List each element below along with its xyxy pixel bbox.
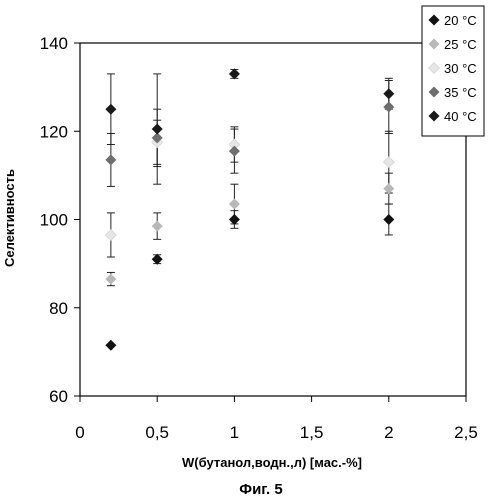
x-tick-label: 1 bbox=[230, 423, 239, 442]
x-tick-label: 2 bbox=[384, 423, 393, 442]
y-tick-label: 80 bbox=[49, 299, 68, 318]
y-axis: 60 80 100 120 140 bbox=[40, 34, 80, 406]
plot-area bbox=[80, 43, 466, 396]
x-tick-label: 0,5 bbox=[145, 423, 169, 442]
legend-label: 30 °C bbox=[444, 61, 477, 76]
y-tick-label: 60 bbox=[49, 387, 68, 406]
legend-label: 35 °C bbox=[444, 85, 477, 100]
legend-label: 20 °C bbox=[444, 13, 477, 28]
x-axis: 0 0,5 1 1,5 2 2,5 bbox=[75, 396, 478, 442]
x-tick-label: 2,5 bbox=[454, 423, 478, 442]
y-tick-label: 140 bbox=[40, 34, 68, 53]
legend-label: 25 °C bbox=[444, 37, 477, 52]
y-tick-label: 120 bbox=[40, 122, 68, 141]
legend: 20 °C 25 °C 30 °C 35 °C 40 °C bbox=[422, 6, 484, 136]
figure-caption: Фиг. 5 bbox=[239, 481, 282, 498]
y-axis-title: Селективность bbox=[2, 169, 17, 267]
x-tick-label: 1,5 bbox=[300, 423, 324, 442]
legend-label: 40 °C bbox=[444, 109, 477, 124]
x-tick-label: 0 bbox=[75, 423, 84, 442]
x-axis-title: W(бутанол,водн.,л) [мас.-%] bbox=[182, 455, 362, 470]
y-tick-label: 100 bbox=[40, 211, 68, 230]
